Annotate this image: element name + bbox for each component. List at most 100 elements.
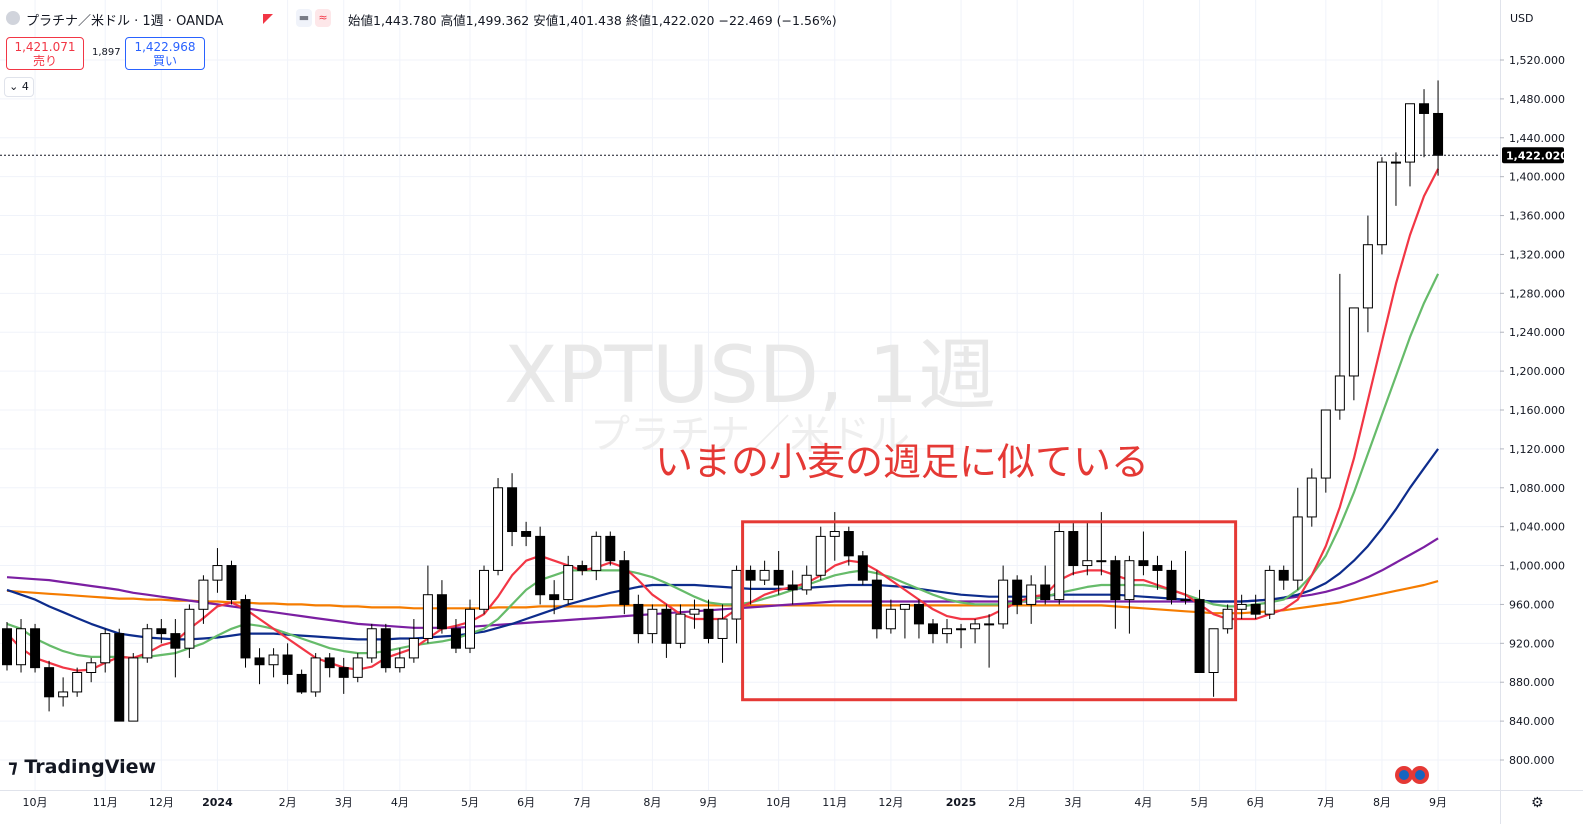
sell-button[interactable]: 1,421.071 売り <box>6 37 84 70</box>
candle[interactable] <box>1222 604 1233 634</box>
candle[interactable] <box>871 570 882 639</box>
buy-button[interactable]: 1,422.968 買い <box>125 37 205 70</box>
candle[interactable] <box>563 555 574 605</box>
candle[interactable] <box>184 604 195 658</box>
candle[interactable] <box>998 565 1009 629</box>
candle[interactable] <box>1110 555 1121 629</box>
candle[interactable] <box>324 653 335 678</box>
candle[interactable] <box>984 614 995 668</box>
candle[interactable] <box>1334 273 1345 420</box>
candle[interactable] <box>436 580 447 634</box>
candle[interactable] <box>1194 589 1205 673</box>
indicator-toggle[interactable]: ⌄ 4 <box>4 77 34 97</box>
candle[interactable] <box>1180 550 1191 605</box>
candle[interactable] <box>366 623 377 663</box>
candle[interactable] <box>535 526 546 605</box>
candle[interactable] <box>268 648 279 678</box>
candle[interactable] <box>1040 565 1051 605</box>
candle[interactable] <box>1292 487 1303 590</box>
candle[interactable] <box>394 648 405 673</box>
candle[interactable] <box>703 599 714 644</box>
candle[interactable] <box>773 550 784 595</box>
candle[interactable] <box>296 669 307 694</box>
candle[interactable] <box>72 667 83 697</box>
candle[interactable] <box>731 565 742 644</box>
candle[interactable] <box>787 570 798 605</box>
candle[interactable] <box>1208 628 1219 697</box>
candle[interactable] <box>1012 575 1023 615</box>
candle[interactable] <box>86 657 97 683</box>
candle[interactable] <box>970 619 981 644</box>
candle[interactable] <box>1362 215 1373 333</box>
candle[interactable] <box>450 619 461 654</box>
candle[interactable] <box>464 599 475 654</box>
candle[interactable] <box>1054 521 1065 605</box>
candle[interactable] <box>1082 521 1093 576</box>
candle[interactable] <box>1124 555 1135 634</box>
candle[interactable] <box>1348 307 1359 401</box>
candle[interactable] <box>282 643 293 685</box>
candle[interactable] <box>30 623 41 673</box>
candle[interactable] <box>1026 575 1037 624</box>
candle[interactable] <box>1306 468 1317 527</box>
candle[interactable] <box>759 560 770 585</box>
candle[interactable] <box>408 619 419 663</box>
candle[interactable] <box>857 550 868 585</box>
candle[interactable] <box>1419 89 1430 158</box>
candle[interactable] <box>647 604 658 644</box>
candle[interactable] <box>44 660 55 712</box>
candle[interactable] <box>1264 565 1275 620</box>
gear-icon[interactable]: ⚙ <box>1531 795 1544 811</box>
candle[interactable] <box>1138 531 1149 576</box>
candle[interactable] <box>226 560 237 605</box>
approx-icon[interactable]: ≈ <box>315 9 331 27</box>
candle[interactable] <box>254 648 265 685</box>
candle[interactable] <box>352 653 363 683</box>
candle[interactable] <box>1405 103 1415 187</box>
candle[interactable] <box>1390 152 1401 206</box>
minus-icon[interactable]: ▬ <box>296 9 312 27</box>
candle[interactable] <box>170 619 181 678</box>
symbol-title[interactable]: プラチナ／米ドル · 1週 · OANDA <box>26 14 224 29</box>
candle[interactable] <box>956 623 967 649</box>
candle[interactable] <box>198 575 209 624</box>
candle[interactable] <box>142 623 153 663</box>
candle[interactable] <box>661 604 672 658</box>
candle[interactable] <box>605 531 616 566</box>
candle[interactable] <box>16 619 27 673</box>
candle[interactable] <box>717 604 728 663</box>
candle[interactable] <box>380 623 391 673</box>
candle[interactable] <box>885 599 896 634</box>
annotation-text[interactable]: いまの小麦の週足に似ている <box>655 440 1149 484</box>
candle[interactable] <box>212 548 223 593</box>
highlight-rectangle[interactable] <box>741 520 1238 702</box>
currency-label[interactable]: USD <box>1510 12 1534 25</box>
candle[interactable] <box>100 628 111 673</box>
candle[interactable] <box>843 526 854 566</box>
candle[interactable] <box>128 653 139 722</box>
candle[interactable] <box>310 653 321 697</box>
tradingview-logo[interactable]: ⁊ TradingView <box>8 756 156 778</box>
candle[interactable] <box>801 565 812 595</box>
candle[interactable] <box>549 580 560 615</box>
candle[interactable] <box>745 565 756 605</box>
candle[interactable] <box>58 677 69 707</box>
candle[interactable] <box>913 599 924 639</box>
candle[interactable] <box>619 550 630 615</box>
candle[interactable] <box>942 619 953 644</box>
candle[interactable] <box>577 560 588 576</box>
candle[interactable] <box>1166 560 1177 605</box>
candle[interactable] <box>689 599 700 629</box>
candle[interactable] <box>338 657 349 694</box>
candle[interactable] <box>1433 80 1444 176</box>
candle[interactable] <box>1250 594 1261 620</box>
candle[interactable] <box>1278 565 1289 590</box>
candle[interactable] <box>493 478 504 576</box>
candle[interactable] <box>240 594 251 668</box>
candle[interactable] <box>1376 157 1387 255</box>
candle[interactable] <box>422 565 433 644</box>
candle[interactable] <box>927 619 938 644</box>
candle[interactable] <box>156 619 167 644</box>
candle[interactable] <box>675 604 686 649</box>
